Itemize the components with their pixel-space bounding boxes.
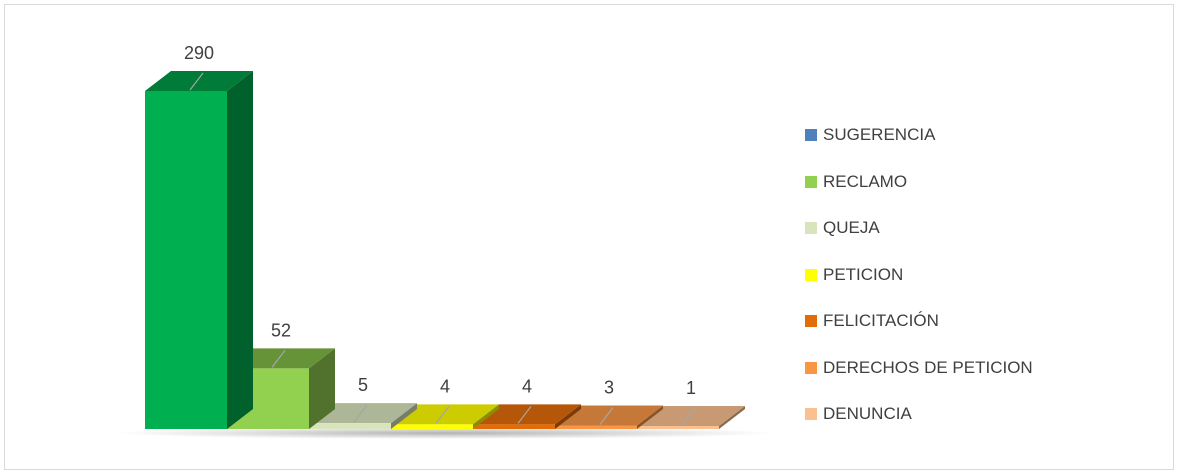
bar-top-sugerencia — [145, 71, 253, 91]
bar-peticion — [391, 404, 499, 429]
bar-side-queja — [391, 403, 417, 429]
legend-item-queja: QUEJA — [805, 218, 880, 238]
leader-line-denuncia — [681, 407, 696, 426]
leader-line-felicitacion — [517, 405, 532, 424]
legend-item-reclamo: RECLAMO — [805, 172, 907, 192]
floor-shadow — [115, 427, 775, 439]
bar-derechos-de-peticion — [555, 405, 663, 429]
bar-side-peticion — [473, 404, 499, 429]
legend-swatch-queja — [805, 222, 817, 234]
bar-queja — [309, 403, 417, 429]
legend-item-derechos-de-peticion: DERECHOS DE PETICION — [805, 358, 1033, 378]
bar-top-peticion — [391, 404, 499, 425]
data-label-peticion: 4 — [440, 376, 450, 396]
legend-label-queja: QUEJA — [823, 218, 880, 237]
leader-line-queja — [353, 404, 368, 423]
bar-top-derechos-de-peticion — [555, 405, 663, 426]
bar-sugerencia — [145, 71, 253, 429]
data-label-denuncia: 1 — [686, 378, 696, 398]
legend-swatch-derechos-de-peticion — [805, 361, 817, 374]
bar-top-reclamo — [227, 348, 335, 369]
bar-front-felicitacion — [473, 424, 555, 429]
legend-swatch-reclamo — [805, 175, 817, 188]
leader-line-derechos-de-peticion — [599, 407, 614, 425]
legend-label-felicitacion: FELICITACIÓN — [823, 311, 939, 330]
bar-side-denuncia — [719, 406, 745, 429]
bars-group — [145, 71, 745, 429]
bar-top-denuncia — [637, 406, 745, 426]
legend-item-sugerencia: SUGERENCIA — [805, 125, 935, 145]
data-labels-group: 290 52 5 4 4 3 1 — [184, 43, 696, 426]
bar-front-denuncia — [637, 426, 719, 429]
bar-side-sugerencia — [227, 71, 253, 429]
legend-swatch-felicitacion — [805, 315, 817, 327]
leader-line-peticion — [435, 405, 450, 424]
legend-swatch-denuncia — [805, 408, 817, 420]
leader-line-sugerencia — [189, 72, 204, 91]
bar-side-reclamo — [309, 348, 335, 429]
data-label-reclamo: 52 — [271, 320, 291, 340]
bar-side-derechos-de-peticion — [637, 405, 663, 429]
legend-label-sugerencia: SUGERENCIA — [823, 125, 936, 144]
data-label-felicitacion: 4 — [522, 376, 532, 396]
bar-front-derechos-de-peticion — [555, 425, 637, 429]
data-label-derechos-de-peticion: 3 — [604, 378, 614, 398]
legend-item-peticion: PETICION — [805, 265, 903, 285]
legend-label-reclamo: RECLAMO — [823, 171, 908, 191]
chart-frame: 290 52 5 4 4 3 1 SUGERENCIA RECLAMO QUEJA PETICIO… — [4, 4, 1174, 470]
bar-top-felicitacion — [473, 404, 581, 425]
legend-swatch-sugerencia — [805, 129, 817, 141]
leader-line-reclamo — [271, 350, 286, 368]
data-label-sugerencia: 290 — [184, 43, 214, 63]
bar-side-felicitacion — [555, 404, 581, 429]
bar-denuncia — [637, 406, 745, 429]
bar-front-sugerencia — [145, 91, 227, 429]
legend-item-denuncia: DENUNCIA — [805, 404, 912, 424]
bar-felicitacion — [473, 404, 581, 429]
legend-item-felicitacion: FELICITACIÓN — [805, 311, 939, 331]
legend-label-peticion: PETICION — [823, 264, 904, 284]
legend-label-derechos-de-peticion: DERECHOS DE PETICION — [823, 357, 1033, 377]
legend-label-denuncia: DENUNCIA — [823, 404, 912, 423]
bar-top-queja — [309, 403, 417, 424]
legend-swatch-peticion — [805, 268, 817, 281]
bar-front-queja — [309, 423, 391, 429]
bar-chart-3d: 290 52 5 4 4 3 1 — [115, 43, 775, 439]
data-label-queja: 5 — [358, 375, 368, 395]
bar-front-peticion — [391, 424, 473, 429]
